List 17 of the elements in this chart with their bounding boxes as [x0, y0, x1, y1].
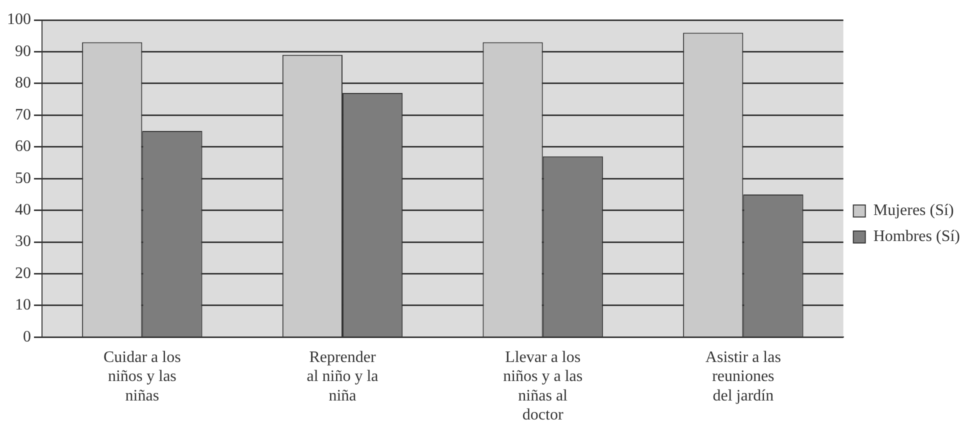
x-tick-label: Reprender al niño y la niña [306, 349, 378, 404]
y-tick-label: 10 [15, 296, 31, 314]
legend-label: Hombres (Sí) [873, 228, 960, 246]
y-tick-label: 80 [15, 74, 31, 92]
y-tick-label: 90 [15, 42, 31, 60]
y-tick-label: 0 [23, 328, 31, 346]
y-tick-label: 30 [15, 233, 31, 250]
y-tick-label: 50 [15, 170, 31, 187]
x-tick-label: Cuidar a los niños y las niñas [104, 349, 181, 404]
x-tick-label: Asistir a las reuniones del jardín [705, 349, 781, 404]
y-tick-label: 20 [15, 264, 31, 282]
legend-label: Mujeres (Sí) [873, 202, 954, 220]
y-tick-label: 100 [7, 11, 31, 28]
y-tick-label: 40 [15, 202, 31, 219]
x-tick-label: Llevar a los niños y a las niñas al doctor [503, 349, 583, 424]
y-tick-label: 60 [15, 138, 31, 156]
y-tick-label: 70 [15, 106, 31, 124]
